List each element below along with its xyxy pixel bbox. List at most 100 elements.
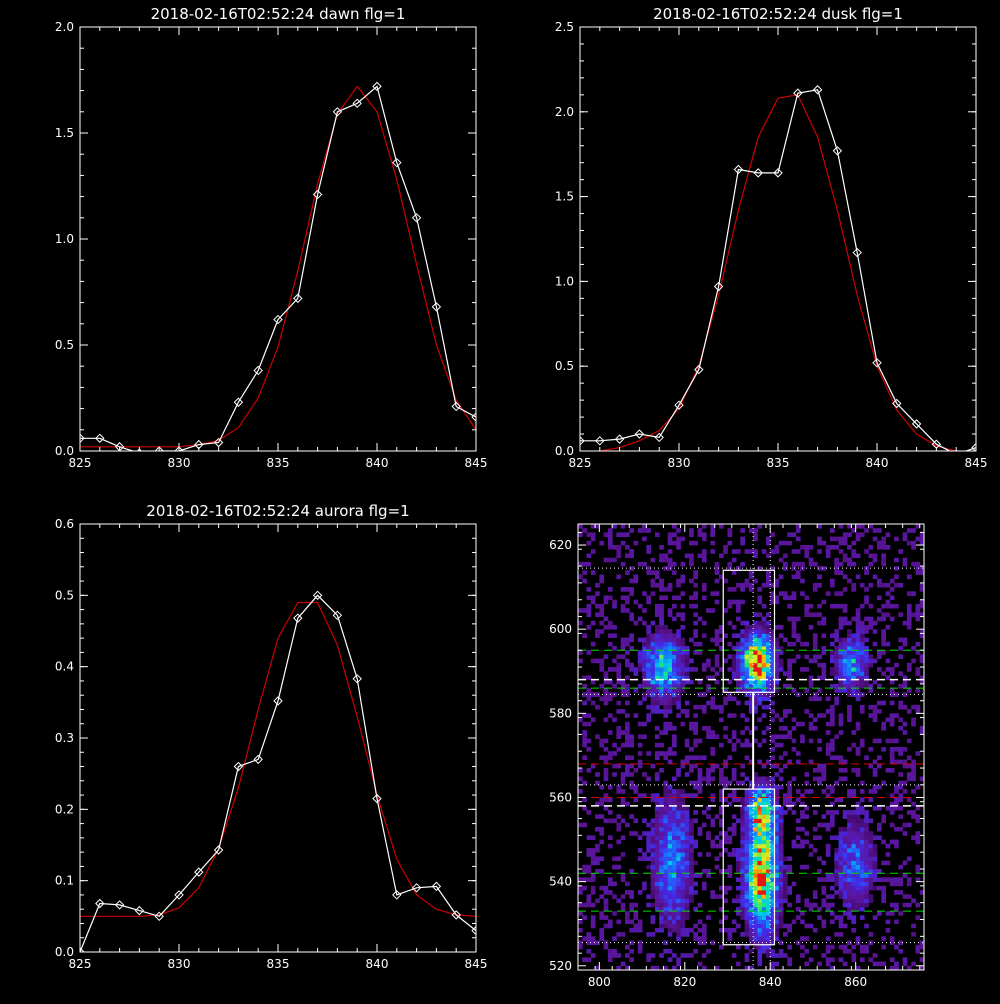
heatmap-cell — [599, 738, 605, 744]
heatmap-cell — [748, 805, 754, 811]
heatmap-cell — [761, 826, 767, 832]
heatmap-cell — [654, 751, 660, 756]
fit-line — [80, 601, 476, 917]
heatmap-cell — [748, 932, 754, 937]
heatmap-cell — [915, 949, 921, 954]
heatmap-cell — [706, 688, 711, 693]
heatmap-cell — [821, 923, 827, 929]
heatmap-cell — [731, 793, 737, 798]
heatmap-cell — [889, 713, 895, 718]
heatmap-cell — [667, 885, 673, 891]
heatmap-cell — [586, 595, 592, 601]
heatmap-cell — [612, 599, 617, 605]
heatmap-cell — [757, 856, 763, 861]
heatmap-cell — [578, 658, 583, 664]
heatmap-cell — [753, 637, 758, 643]
heatmap-cell — [637, 528, 643, 533]
heatmap-cell — [889, 877, 895, 882]
heatmap-cell — [847, 869, 852, 874]
heatmap-cell — [629, 927, 634, 933]
heatmap-cell — [885, 599, 891, 605]
heatmap-cell — [753, 709, 758, 714]
heatmap-cell — [804, 961, 810, 967]
heatmap-cell — [787, 801, 792, 807]
heatmap-cell — [757, 881, 763, 887]
heatmap-cell — [757, 877, 763, 882]
heatmap-cell — [864, 671, 869, 676]
heatmap-cell — [680, 603, 686, 609]
heatmap-cell — [757, 919, 763, 925]
heatmap-cell — [654, 633, 660, 638]
heatmap-cell — [710, 768, 716, 773]
data-point — [293, 613, 303, 623]
heatmap-cell — [872, 713, 878, 718]
heatmap-cell — [646, 545, 651, 550]
heatmap-cell — [864, 860, 869, 866]
heatmap-cell — [761, 932, 767, 937]
heatmap-cell — [646, 776, 651, 782]
heatmap-cell — [701, 620, 707, 626]
heatmap-cell — [680, 591, 686, 596]
heatmap-cell — [740, 831, 745, 836]
heatmap-cell — [859, 906, 865, 912]
heatmap-cell — [586, 957, 592, 962]
heatmap-cell — [625, 721, 630, 727]
heatmap-cell — [804, 654, 810, 659]
y-tick-label: 0.1 — [55, 874, 74, 888]
heatmap-cell — [714, 763, 720, 769]
heatmap-cell — [586, 940, 592, 946]
heatmap-cell — [748, 915, 754, 920]
heatmap-cell — [838, 839, 844, 845]
heatmap-cell — [586, 835, 592, 840]
heatmap-cell — [650, 877, 656, 882]
heatmap-cell — [830, 713, 835, 718]
heatmap-cell — [894, 692, 899, 697]
heatmap-cell — [894, 805, 899, 811]
heatmap-cell — [667, 932, 673, 937]
heatmap-cell — [633, 578, 639, 584]
heatmap-cell — [714, 599, 720, 605]
heatmap-cell — [898, 646, 904, 651]
heatmap-cell — [590, 536, 596, 542]
heatmap-cell — [663, 822, 669, 828]
heatmap-cell — [719, 894, 724, 899]
heatmap-cell — [855, 721, 861, 727]
heatmap-cell — [885, 738, 891, 744]
heatmap-cell — [872, 738, 878, 744]
heatmap-cell — [599, 885, 605, 891]
heatmap-cell — [603, 898, 609, 904]
heatmap-cell — [667, 532, 673, 537]
heatmap-cell — [783, 671, 788, 676]
heatmap-cell — [603, 688, 609, 693]
heatmap-cell — [590, 641, 596, 647]
heatmap-cell — [757, 961, 763, 967]
heatmap-cell — [642, 885, 647, 891]
heatmap-cell — [889, 751, 895, 756]
heatmap-cell — [783, 713, 788, 718]
heatmap-cell — [753, 839, 758, 845]
heatmap-cell — [714, 570, 720, 575]
heatmap-cell — [834, 810, 839, 815]
heatmap-cell — [911, 763, 916, 769]
heatmap-cell — [774, 675, 780, 681]
heatmap-cell — [723, 784, 728, 790]
heatmap-cell — [864, 658, 869, 664]
heatmap-cell — [872, 641, 878, 647]
heatmap-cell — [872, 629, 878, 634]
data-point — [431, 881, 442, 892]
heatmap-cell — [821, 953, 827, 958]
heatmap-cell — [915, 877, 921, 882]
heatmap-cell — [736, 616, 741, 622]
heatmap-cell — [676, 818, 681, 824]
heatmap-cell — [804, 772, 810, 777]
heatmap-cell — [736, 599, 741, 605]
heatmap-cell — [812, 658, 818, 664]
heatmap-cell — [731, 675, 737, 681]
heatmap-cell — [744, 776, 750, 782]
heatmap-cell — [689, 843, 694, 849]
heatmap-cell — [851, 540, 857, 546]
heatmap-cell — [855, 641, 861, 647]
heatmap-cell — [791, 629, 797, 634]
heatmap-cell — [663, 755, 669, 760]
heatmap-cell — [847, 717, 852, 723]
